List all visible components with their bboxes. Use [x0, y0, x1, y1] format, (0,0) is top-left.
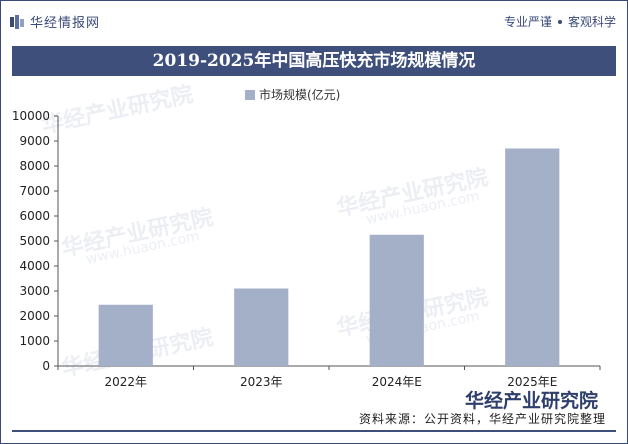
y-tick-label: 9000 — [19, 134, 50, 148]
y-tick-label: 4000 — [19, 259, 50, 273]
y-tick-label: 0 — [42, 359, 50, 373]
y-tick-label: 3000 — [19, 284, 50, 298]
bottom-rule — [12, 430, 616, 432]
slogan: 专业严谨 客观科学 — [504, 13, 616, 30]
legend-label: 市场规模(亿元) — [259, 88, 341, 102]
slogan-right: 客观科学 — [567, 15, 616, 29]
bar — [369, 234, 424, 366]
y-tick-label: 7000 — [19, 184, 50, 198]
y-tick-label: 5000 — [19, 234, 50, 248]
logo-text: 华经情报网 — [30, 16, 101, 31]
y-tick-label: 10000 — [12, 109, 50, 123]
x-tick-label: 2025年E — [507, 375, 557, 389]
bar — [234, 288, 289, 366]
chart-title: 2019-2025年中国高压快充市场规模情况 — [12, 46, 616, 76]
x-tick-label: 2024年E — [372, 375, 422, 389]
bar — [98, 304, 153, 366]
y-tick-label: 6000 — [19, 209, 50, 223]
source-note: 资料来源：公开资料，华经产业研究院整理 — [358, 412, 606, 426]
bar — [505, 148, 560, 366]
header-bar: 华经情报网 专业严谨 客观科学 — [0, 0, 628, 40]
y-tick-label: 1000 — [19, 334, 50, 348]
x-tick-label: 2023年 — [240, 375, 283, 389]
brand-logo: 华经情报网 — [10, 12, 100, 31]
y-tick-label: 8000 — [19, 159, 50, 173]
legend-swatch — [245, 89, 255, 100]
y-tick-label: 2000 — [19, 309, 50, 323]
slogan-dot-icon — [557, 19, 562, 24]
x-tick-label: 2022年 — [104, 375, 147, 389]
chart-legend: 市场规模(亿元) — [245, 86, 340, 103]
slogan-left: 专业严谨 — [503, 15, 552, 29]
logo-icon — [10, 14, 24, 29]
corner-brand: 华经产业研究院 — [465, 390, 599, 412]
